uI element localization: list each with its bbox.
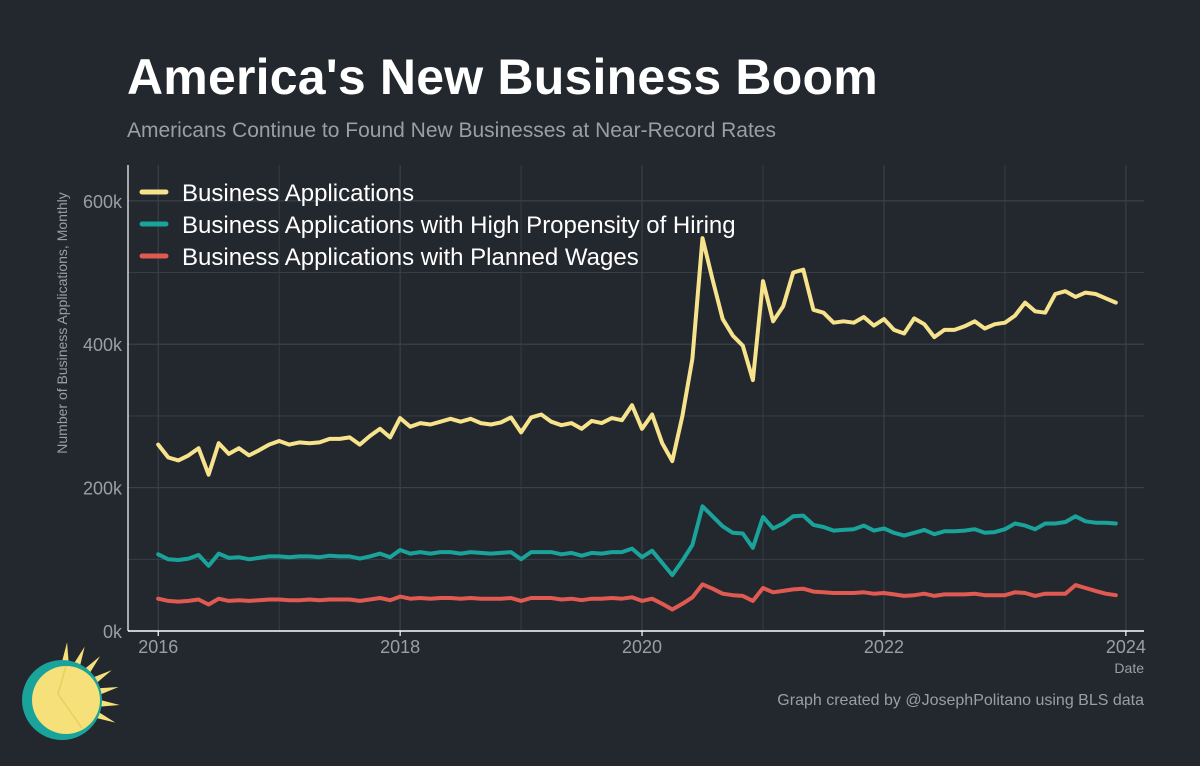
legend-label: Business Applications with High Propensi… bbox=[182, 212, 736, 239]
grid bbox=[128, 165, 1144, 631]
legend-label: Business Applications bbox=[182, 180, 414, 207]
chart-title: America's New Business Boom bbox=[127, 49, 878, 105]
x-tick-label: 2018 bbox=[380, 637, 420, 657]
y-tick-label: 0k bbox=[103, 622, 123, 642]
x-axis-label: Date bbox=[1114, 660, 1144, 676]
series-line-1 bbox=[156, 236, 1118, 477]
x-tick-label: 2022 bbox=[864, 637, 904, 657]
axes: 2016 2018 2020 2022 2024 0k 200k 400k 600k Date Nu… bbox=[54, 165, 1146, 676]
x-tick-label: 2024 bbox=[1106, 637, 1146, 657]
series-line-2 bbox=[156, 504, 1118, 578]
legend: Business Applications Business Applicatio… bbox=[139, 180, 736, 271]
y-tick-label: 200k bbox=[83, 479, 123, 499]
x-tick-label: 2020 bbox=[622, 637, 662, 657]
y-tick-label: 600k bbox=[83, 192, 123, 212]
chart-subtitle: Americans Continue to Found New Business… bbox=[127, 119, 776, 142]
logo-sun-disc bbox=[32, 666, 100, 734]
x-tick-label: 2016 bbox=[138, 637, 178, 657]
y-tick-label: 400k bbox=[83, 335, 123, 355]
y-axis-label: Number of Business Applications, Monthly bbox=[54, 192, 70, 453]
sun-logo-icon bbox=[22, 642, 120, 740]
legend-label: Business Applications with Planned Wages bbox=[182, 244, 639, 271]
series-group bbox=[156, 236, 1118, 612]
series-line-3 bbox=[156, 582, 1118, 612]
source-credit: Graph created by @JosephPolitano using B… bbox=[777, 692, 1144, 709]
logo-detail bbox=[57, 665, 83, 729]
